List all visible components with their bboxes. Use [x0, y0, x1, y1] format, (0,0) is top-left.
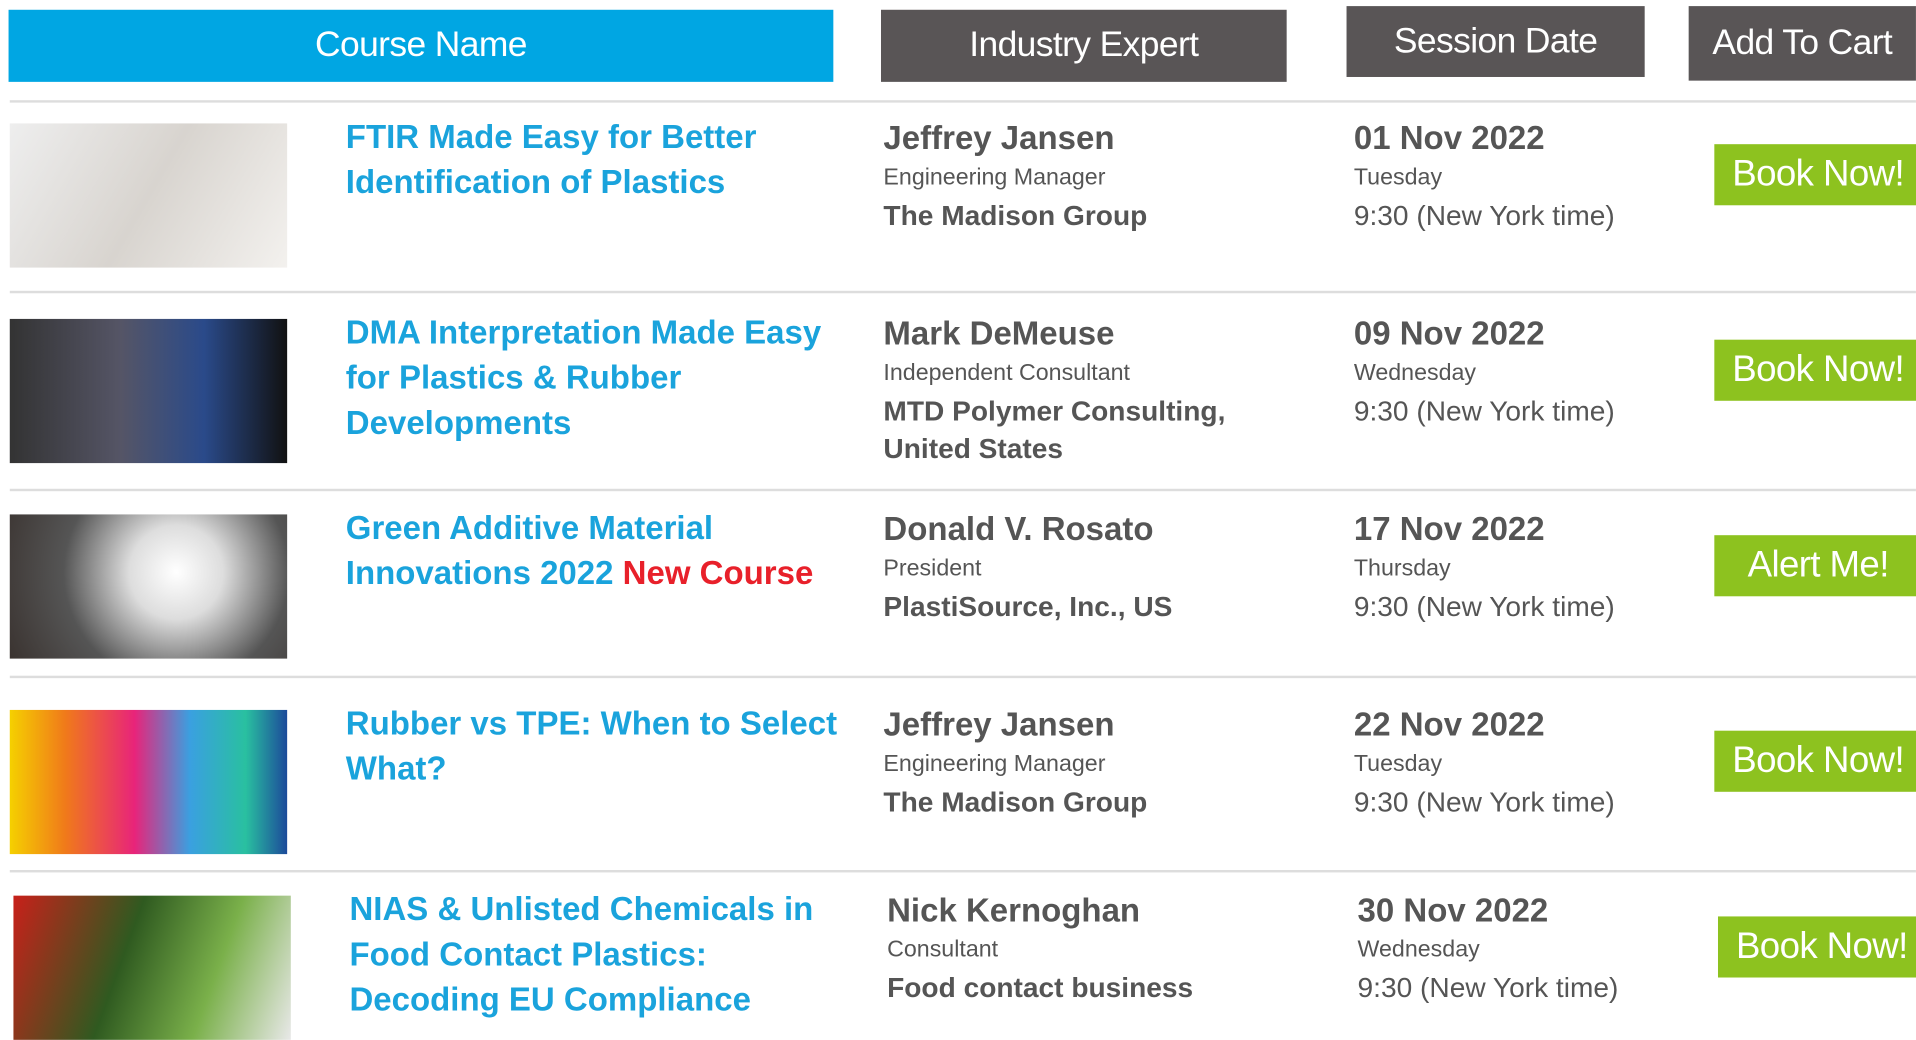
session-weekday: Tuesday: [1354, 165, 1442, 192]
course-title: Green Additive Material Innovations 2022…: [346, 506, 841, 596]
course-title-text[interactable]: DMA Interpretation Made Easy for Plastic…: [346, 314, 821, 441]
session-weekday: Wednesday: [1358, 937, 1480, 964]
cart-button[interactable]: Book Now!: [1714, 144, 1916, 205]
session-date: 09 Nov 2022: [1354, 314, 1545, 353]
expert-role: President: [883, 556, 981, 583]
session-time: 9:30 (New York time): [1354, 588, 1672, 626]
session-date: 30 Nov 2022: [1358, 891, 1549, 930]
cart-button[interactable]: Alert Me!: [1714, 535, 1916, 596]
row-separator: [10, 100, 1916, 102]
course-title: FTIR Made Easy for Better Identification…: [346, 115, 841, 205]
session-date: 17 Nov 2022: [1354, 510, 1545, 549]
new-course-tag: New Course: [623, 555, 814, 592]
session-time: 9:30 (New York time): [1358, 969, 1676, 1007]
session-date: 22 Nov 2022: [1354, 705, 1545, 744]
header-date: Session Date: [1347, 6, 1645, 77]
course-title: Rubber vs TPE: When to Select What?: [346, 701, 841, 791]
session-weekday: Tuesday: [1354, 751, 1442, 778]
course-title-text[interactable]: NIAS & Unlisted Chemicals in Food Contac…: [349, 891, 813, 1018]
expert-name: Nick Kernoghan: [887, 891, 1140, 930]
course-image: [10, 710, 287, 854]
cart-button[interactable]: Book Now!: [1718, 916, 1916, 977]
expert-name: Jeffrey Jansen: [883, 705, 1114, 744]
expert-company: The Madison Group: [883, 783, 1250, 821]
session-weekday: Wednesday: [1354, 360, 1476, 387]
header-course: Course Name: [9, 10, 834, 82]
course-title: NIAS & Unlisted Chemicals in Food Contac…: [349, 887, 844, 1023]
expert-role: Consultant: [887, 937, 998, 964]
header-cart: Add To Cart: [1689, 6, 1916, 81]
cart-button[interactable]: Book Now!: [1714, 340, 1916, 401]
course-image: [13, 896, 290, 1040]
expert-role: Engineering Manager: [883, 165, 1105, 192]
header-expert: Industry Expert: [881, 10, 1287, 82]
course-title-text[interactable]: FTIR Made Easy for Better Identification…: [346, 119, 757, 201]
course-image: [10, 319, 287, 463]
session-date: 01 Nov 2022: [1354, 119, 1545, 158]
expert-company: The Madison Group: [883, 197, 1250, 235]
expert-company: Food contact business: [887, 969, 1254, 1007]
session-time: 9:30 (New York time): [1354, 783, 1672, 821]
page: Course Name Industry Expert Session Date…: [0, 0, 1916, 1037]
session-time: 9:30 (New York time): [1354, 197, 1672, 235]
expert-company: MTD Polymer Consulting, United States: [883, 392, 1250, 468]
course-table: Course Name Industry Expert Session Date…: [0, 0, 1916, 1037]
row-separator: [10, 676, 1916, 678]
expert-company: PlastiSource, Inc., US: [883, 588, 1250, 626]
expert-role: Independent Consultant: [883, 360, 1130, 387]
course-image: [10, 514, 287, 658]
course-image: [10, 123, 287, 267]
course-title-text[interactable]: Rubber vs TPE: When to Select What?: [346, 705, 837, 787]
session-weekday: Thursday: [1354, 556, 1451, 583]
row-separator: [10, 489, 1916, 491]
row-separator: [10, 291, 1916, 293]
expert-role: Engineering Manager: [883, 751, 1105, 778]
expert-name: Donald V. Rosato: [883, 510, 1153, 549]
expert-name: Jeffrey Jansen: [883, 119, 1114, 158]
session-time: 9:30 (New York time): [1354, 392, 1672, 430]
row-separator: [10, 870, 1916, 872]
course-title: DMA Interpretation Made Easy for Plastic…: [346, 310, 841, 446]
expert-name: Mark DeMeuse: [883, 314, 1114, 353]
cart-button[interactable]: Book Now!: [1714, 731, 1916, 792]
